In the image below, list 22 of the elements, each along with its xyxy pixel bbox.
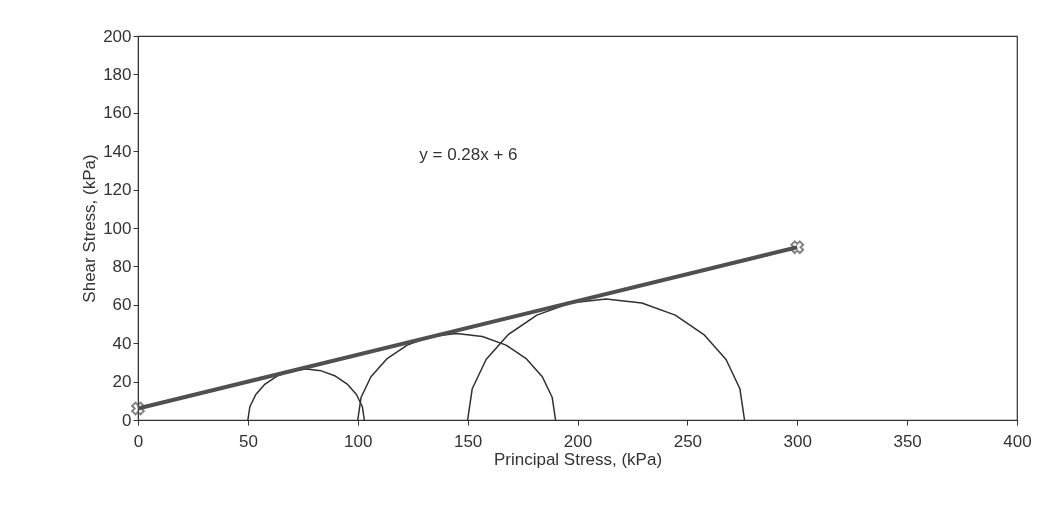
y-tick-label: 140 [103, 141, 132, 161]
x-tick-label: 100 [344, 431, 373, 451]
x-tick-label: 150 [453, 431, 483, 451]
annotation: y = 0.28x + 6 [419, 145, 518, 165]
x-tick-label: 250 [673, 431, 703, 451]
y-axis-title: Shear Stress, (kPa) [80, 154, 100, 303]
y-tick-label: 100 [103, 218, 132, 238]
x-tick-label: 50 [238, 431, 258, 451]
x-tick-label: 300 [783, 431, 812, 451]
y-tick-label: 120 [103, 180, 132, 200]
y-tick-label: 80 [112, 256, 132, 276]
y-tick-label: 0 [122, 410, 132, 430]
x-axis-title: Principal Stress, (kPa) [493, 449, 663, 469]
y-tick-label: 160 [103, 103, 132, 123]
x-tick-label: 400 [1003, 431, 1032, 451]
y-tick-label: 200 [103, 26, 132, 46]
y-tick-label: 20 [112, 372, 132, 392]
y-tick-label: 180 [103, 64, 132, 84]
y-tick-label: 40 [112, 333, 132, 353]
x-tick-label: 350 [893, 431, 922, 451]
x-tick-label: 200 [563, 431, 593, 451]
y-tick-label: 60 [112, 295, 132, 315]
